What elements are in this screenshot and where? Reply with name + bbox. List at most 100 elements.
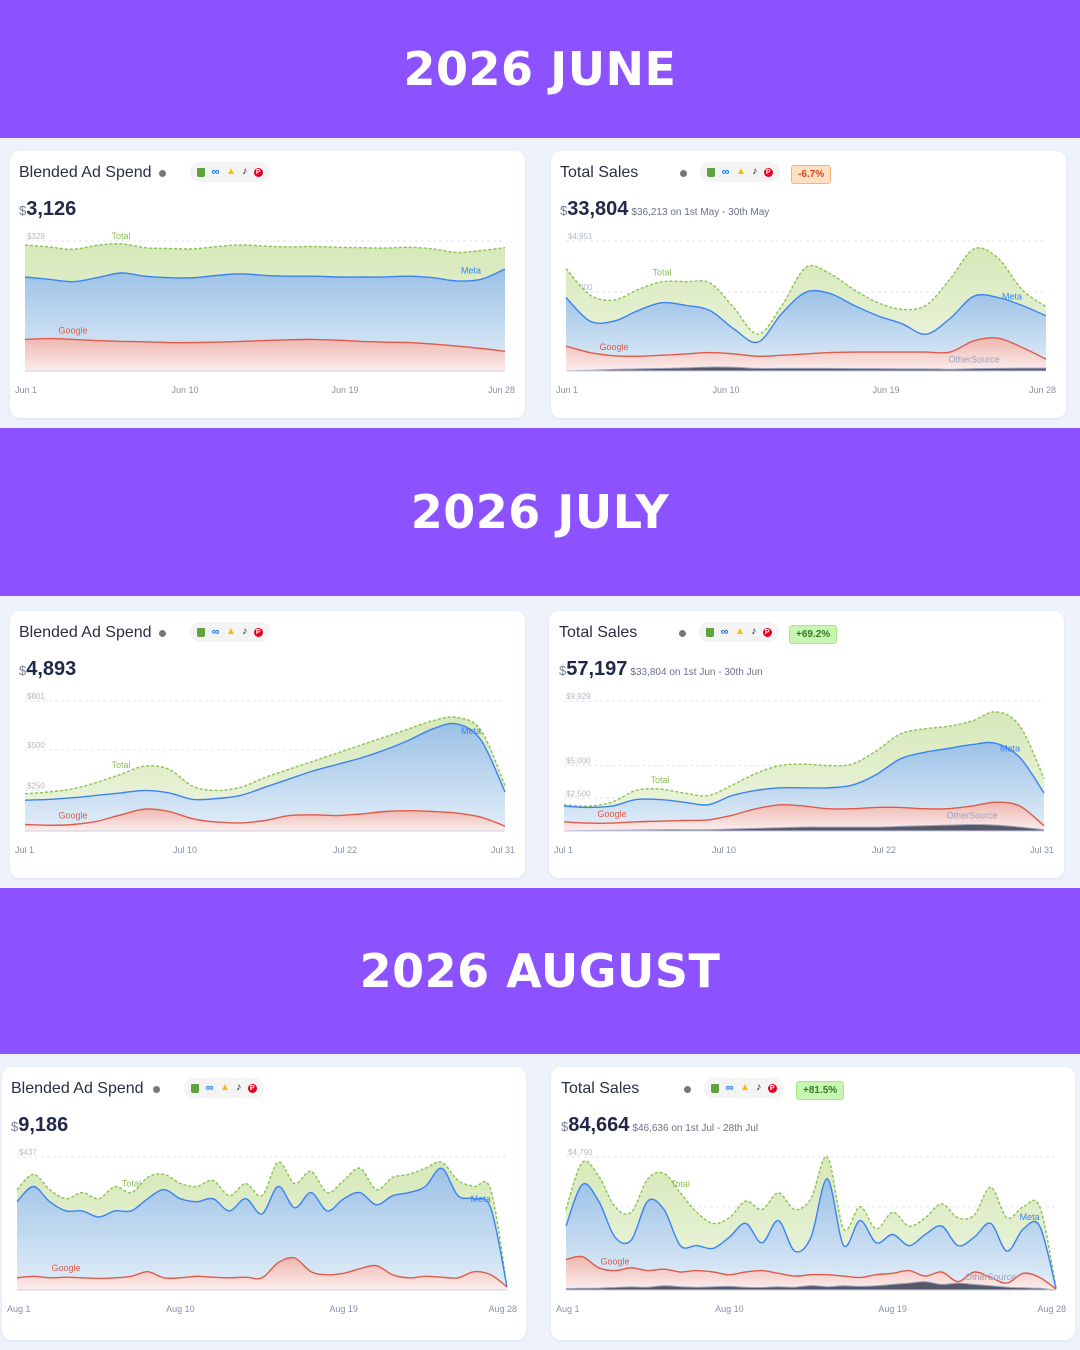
metric-value: $4,893 <box>19 658 77 680</box>
series-label-meta: Meta <box>1000 744 1020 754</box>
area-meta <box>566 1178 1056 1290</box>
x-tick-label: Jun 28 <box>488 385 515 395</box>
info-icon[interactable] <box>153 1086 160 1093</box>
google-ads-icon: ▲ <box>734 626 745 637</box>
series-line-meta <box>24 722 506 801</box>
tiktok-icon: ♪ <box>242 626 248 637</box>
x-tick-label: Jun 10 <box>712 385 739 395</box>
info-icon[interactable] <box>679 630 686 637</box>
series-label-total: Total <box>650 775 669 785</box>
series-label-google: Google <box>51 1263 80 1273</box>
pinterest-icon: P <box>253 167 263 177</box>
series-line-google <box>565 1255 1057 1290</box>
google-ads-icon: ▲ <box>735 166 746 177</box>
ad-spend-card-july: Blended Ad Spend ∞▲♪P $4,893 $0$250$500$… <box>10 611 525 878</box>
metric-value: $33,804 $36,213 on 1st May - 30th May <box>560 198 770 220</box>
chart: $0$2,500$5,000$9,929TotalMetaGoogleOther… <box>554 692 1054 855</box>
meta-icon: ∞ <box>721 166 730 178</box>
tiktok-icon: ♪ <box>756 1082 762 1093</box>
tiktok-icon: ♪ <box>752 166 758 177</box>
series-line-total <box>565 247 1047 335</box>
source-icons: ∞ ▲ ♪ P <box>699 622 779 642</box>
meta-icon: ∞ <box>211 626 220 638</box>
chart: $0$1,500$3,000$4,790TotalMetaGoogleOther… <box>556 1148 1066 1314</box>
x-tick-label: Jun 1 <box>15 385 37 395</box>
tiktok-icon: ♪ <box>236 1082 242 1093</box>
source-icons: ∞ ▲ ♪ P <box>704 1078 784 1098</box>
sales-card-june: Total Sales ∞ ▲ ♪ P -6.7% $33,804 $36,213 on… <box>551 151 1066 418</box>
area-meta <box>17 1168 507 1290</box>
area-meta <box>566 290 1046 371</box>
x-tick-label: Aug 28 <box>1037 1304 1066 1314</box>
x-tick-label: Jul 10 <box>712 845 736 855</box>
comparison-text: $46,636 on 1st Jul - 28th Jul <box>632 1123 759 1134</box>
ad-spend-card-august: Blended Ad Spend ∞▲♪P $9,186 $0$150$437T… <box>2 1067 526 1340</box>
google-ads-icon: ▲ <box>219 1082 230 1093</box>
sales-card-july: Total Sales ∞ ▲ ♪ P +69.2% $57,197 $33,804 o… <box>549 611 1064 878</box>
series-label-total: Total <box>122 1179 141 1189</box>
google-ads-icon: ▲ <box>739 1082 750 1093</box>
comparison-text: $36,213 on 1st May - 30th May <box>631 207 770 218</box>
pinterest-icon: P <box>763 167 773 177</box>
area-google <box>25 808 505 831</box>
series-line-meta <box>24 268 506 283</box>
series-label-meta: Meta <box>461 726 481 736</box>
x-tick-label: Jul 22 <box>333 845 357 855</box>
x-tick-label: Jul 1 <box>554 845 573 855</box>
x-tick-label: Jun 19 <box>872 385 899 395</box>
meta-icon: ∞ <box>211 166 220 178</box>
pinterest-icon: P <box>253 627 263 637</box>
y-tick-label: $801 <box>27 692 45 701</box>
card-title: Total Sales <box>560 164 639 181</box>
info-icon[interactable] <box>159 630 166 637</box>
x-tick-label: Jul 22 <box>872 845 896 855</box>
series-line-total <box>565 1155 1057 1288</box>
info-icon[interactable] <box>684 1086 691 1093</box>
meta-icon: ∞ <box>720 626 729 638</box>
info-icon[interactable] <box>680 170 687 177</box>
y-tick-label: $500 <box>27 741 45 750</box>
y-tick-label: $2,500 <box>566 789 591 798</box>
shopify-icon <box>706 627 715 637</box>
change-badge: +81.5% <box>796 1081 845 1100</box>
area-google <box>566 1256 1056 1290</box>
meta-icon: ∞ <box>205 1082 214 1094</box>
series-line-google <box>16 1256 508 1288</box>
series-label-total: Total <box>652 268 671 278</box>
shopify-icon <box>191 1083 200 1093</box>
x-tick-label: Aug 28 <box>488 1304 517 1314</box>
y-tick-label: $329 <box>27 232 45 241</box>
series-label-meta: Meta <box>471 1194 491 1204</box>
google-ads-icon: ▲ <box>225 166 236 177</box>
series-label-total: Total <box>111 231 130 241</box>
section-banner-june: 2026 JUNE <box>0 0 1080 138</box>
section-banner-august: 2026 AUGUST <box>0 888 1080 1054</box>
y-tick-label: $9,929 <box>566 692 591 701</box>
series-label-google: Google <box>597 809 626 819</box>
section-banner-july: 2026 JULY <box>0 428 1080 596</box>
series-label-total: Total <box>111 760 130 770</box>
metric-value: $9,186 <box>11 1114 69 1136</box>
meta-icon: ∞ <box>725 1082 734 1094</box>
section-title: 2026 JUNE <box>403 42 677 96</box>
info-icon[interactable] <box>159 170 166 177</box>
x-tick-label: Jun 10 <box>171 385 198 395</box>
x-tick-label: Jul 31 <box>491 845 515 855</box>
comparison-text: $33,804 on 1st Jun - 30th Jun <box>630 667 763 678</box>
series-label-google: Google <box>58 811 87 821</box>
series-label-google: Google <box>599 342 628 352</box>
x-tick-label: Jun 28 <box>1029 385 1056 395</box>
x-tick-label: Jun 19 <box>331 385 358 395</box>
series-line-google <box>24 337 506 352</box>
chart: $0$1,500$3,000$4,951TotalMetaGoogleOther… <box>556 232 1056 395</box>
x-tick-label: Jul 10 <box>173 845 197 855</box>
section-title: 2026 AUGUST <box>359 944 721 998</box>
series-label-othersource: OtherSource <box>946 810 997 820</box>
x-tick-label: Jul 31 <box>1030 845 1054 855</box>
shopify-icon <box>707 167 716 177</box>
y-tick-label: $4,951 <box>568 232 593 241</box>
series-line-google <box>24 808 506 827</box>
